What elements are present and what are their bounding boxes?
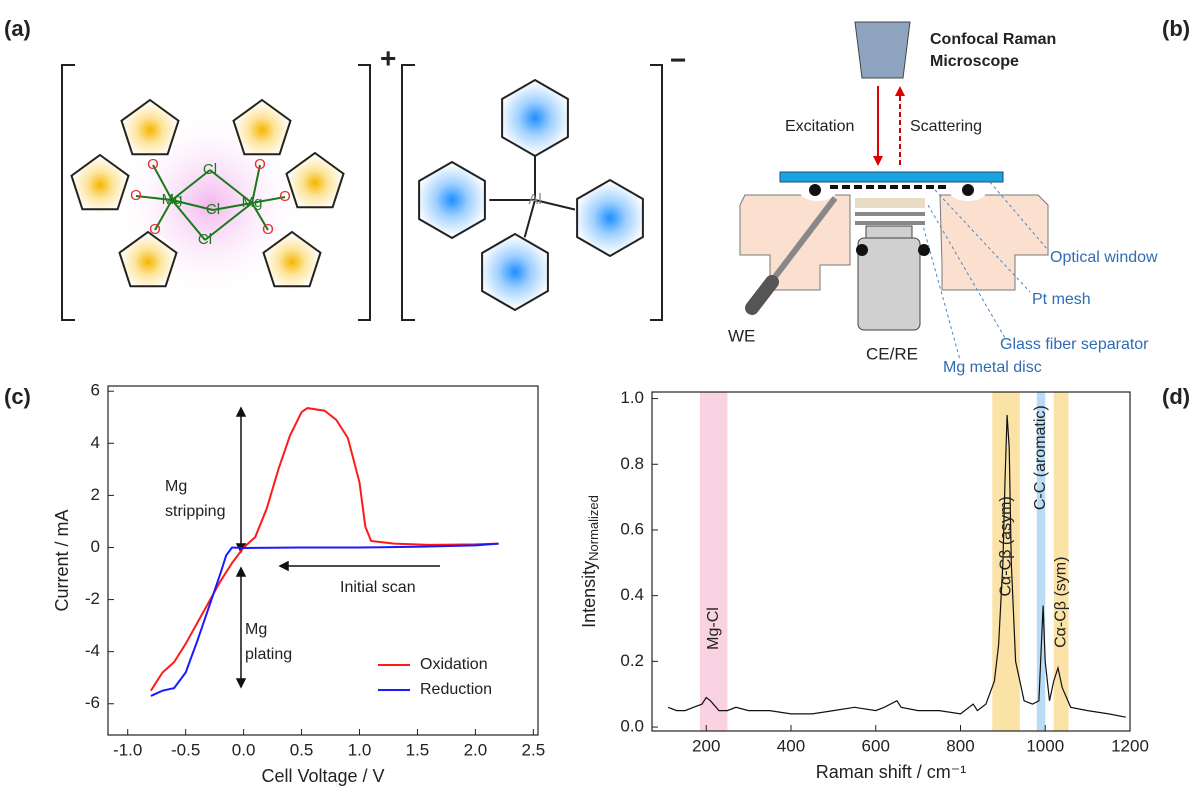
y-axis-label: Current / mA: [52, 509, 72, 611]
x-tick-label: 0.5: [290, 740, 314, 759]
electrode-label: CE/RE: [866, 344, 918, 363]
x-tick-label: 2.5: [522, 740, 546, 759]
ring-glow: [499, 82, 571, 154]
y-tick-label: 4: [91, 433, 100, 452]
y-tick-label: -4: [85, 641, 100, 660]
y-tick-label: 0: [91, 537, 100, 556]
callout: Optical window: [1050, 249, 1158, 266]
ring-glow: [416, 164, 488, 236]
panel-label: (d): [1162, 384, 1190, 409]
y-tick-label: -6: [85, 693, 100, 712]
atom-label: Cl: [203, 161, 217, 178]
microscope-label: Microscope: [930, 53, 1019, 70]
callout: Glass fiber separator: [1000, 336, 1149, 353]
band-label: C-C (aromatic): [1032, 405, 1049, 510]
band-label: Cα-Cβ (sym): [1052, 557, 1069, 648]
y-axis-label-text: Current / mA: [52, 509, 72, 611]
cell-diagram: [740, 22, 1048, 360]
annotation: Mg: [245, 621, 267, 638]
panel-label: (a): [4, 16, 31, 41]
y-tick-label: 0.8: [620, 454, 644, 473]
x-tick-label: 1.5: [406, 740, 430, 759]
annotation: plating: [245, 646, 292, 663]
atom-label: O: [262, 221, 274, 238]
annotation: Mg: [165, 478, 187, 495]
band: [700, 392, 728, 731]
annotation: Initial scan: [340, 579, 416, 596]
x-tick-label: 600: [862, 736, 890, 755]
x-tick-label: 1200: [1111, 736, 1149, 755]
x-tick-label: 0.0: [232, 740, 256, 759]
x-axis-label: Raman shift / cm⁻¹: [816, 762, 967, 782]
legend-label: Oxidation: [420, 656, 488, 673]
y-tick-label: 0.6: [620, 519, 644, 538]
x-tick-label: -0.5: [171, 740, 200, 759]
y-axis-label-text: Intensity: [579, 561, 599, 628]
arrow-label: Scattering: [910, 118, 982, 135]
ring-glow: [574, 182, 646, 254]
atom-label: Al: [528, 191, 541, 208]
x-tick-label: 400: [777, 736, 805, 755]
callout: Pt mesh: [1032, 291, 1091, 308]
y-axis-label: IntensityNormalized: [579, 495, 602, 628]
y-tick-label: 1.0: [620, 388, 644, 407]
callout: Mg metal disc: [943, 359, 1042, 376]
annotation: stripping: [165, 503, 225, 520]
y-axis-label-subscript: Normalized: [586, 495, 601, 561]
atom-label: O: [279, 188, 291, 205]
atom-label: O: [130, 187, 142, 204]
atom-label: O: [147, 156, 159, 173]
x-tick-label: 2.0: [464, 740, 488, 759]
y-tick-label: 2: [91, 485, 100, 504]
atom-label: Mg: [242, 194, 263, 211]
charge: +: [380, 42, 396, 73]
atom-label: Mg: [162, 191, 183, 208]
atom-label: O: [254, 156, 266, 173]
charge: −: [670, 44, 686, 75]
data-line: [151, 408, 499, 691]
y-tick-label: 0.2: [620, 651, 644, 670]
y-tick-label: 6: [91, 381, 100, 400]
y-tick-label: 0.0: [620, 717, 644, 736]
atom-label: Cl: [198, 231, 212, 248]
arrow-label: Excitation: [785, 118, 854, 135]
x-tick-label: 800: [946, 736, 974, 755]
band-label: Cα-Cβ (asym): [997, 496, 1014, 596]
panel-label: (c): [4, 384, 31, 409]
panel-label: (b): [1162, 16, 1190, 41]
electrode-label: WE: [728, 326, 755, 345]
x-axis-label: Cell Voltage / V: [261, 766, 384, 786]
y-tick-label: -2: [85, 589, 100, 608]
atom-label: Cl: [206, 201, 220, 218]
x-tick-label: 1.0: [348, 740, 372, 759]
atom-label: O: [149, 221, 161, 238]
legend-label: Reduction: [420, 681, 492, 698]
y-tick-label: 0.4: [620, 585, 644, 604]
x-tick-label: -1.0: [113, 740, 142, 759]
x-tick-label: 200: [692, 736, 720, 755]
band-label: Mg-Cl: [705, 607, 722, 650]
figure: (a) (b) (c) (d) + − Confocal Raman Micro…: [0, 0, 1202, 787]
molecule-diagram: [62, 65, 662, 320]
microscope-label: Confocal Raman: [930, 31, 1056, 48]
x-tick-label: 1000: [1026, 736, 1064, 755]
ring-glow: [479, 236, 551, 308]
